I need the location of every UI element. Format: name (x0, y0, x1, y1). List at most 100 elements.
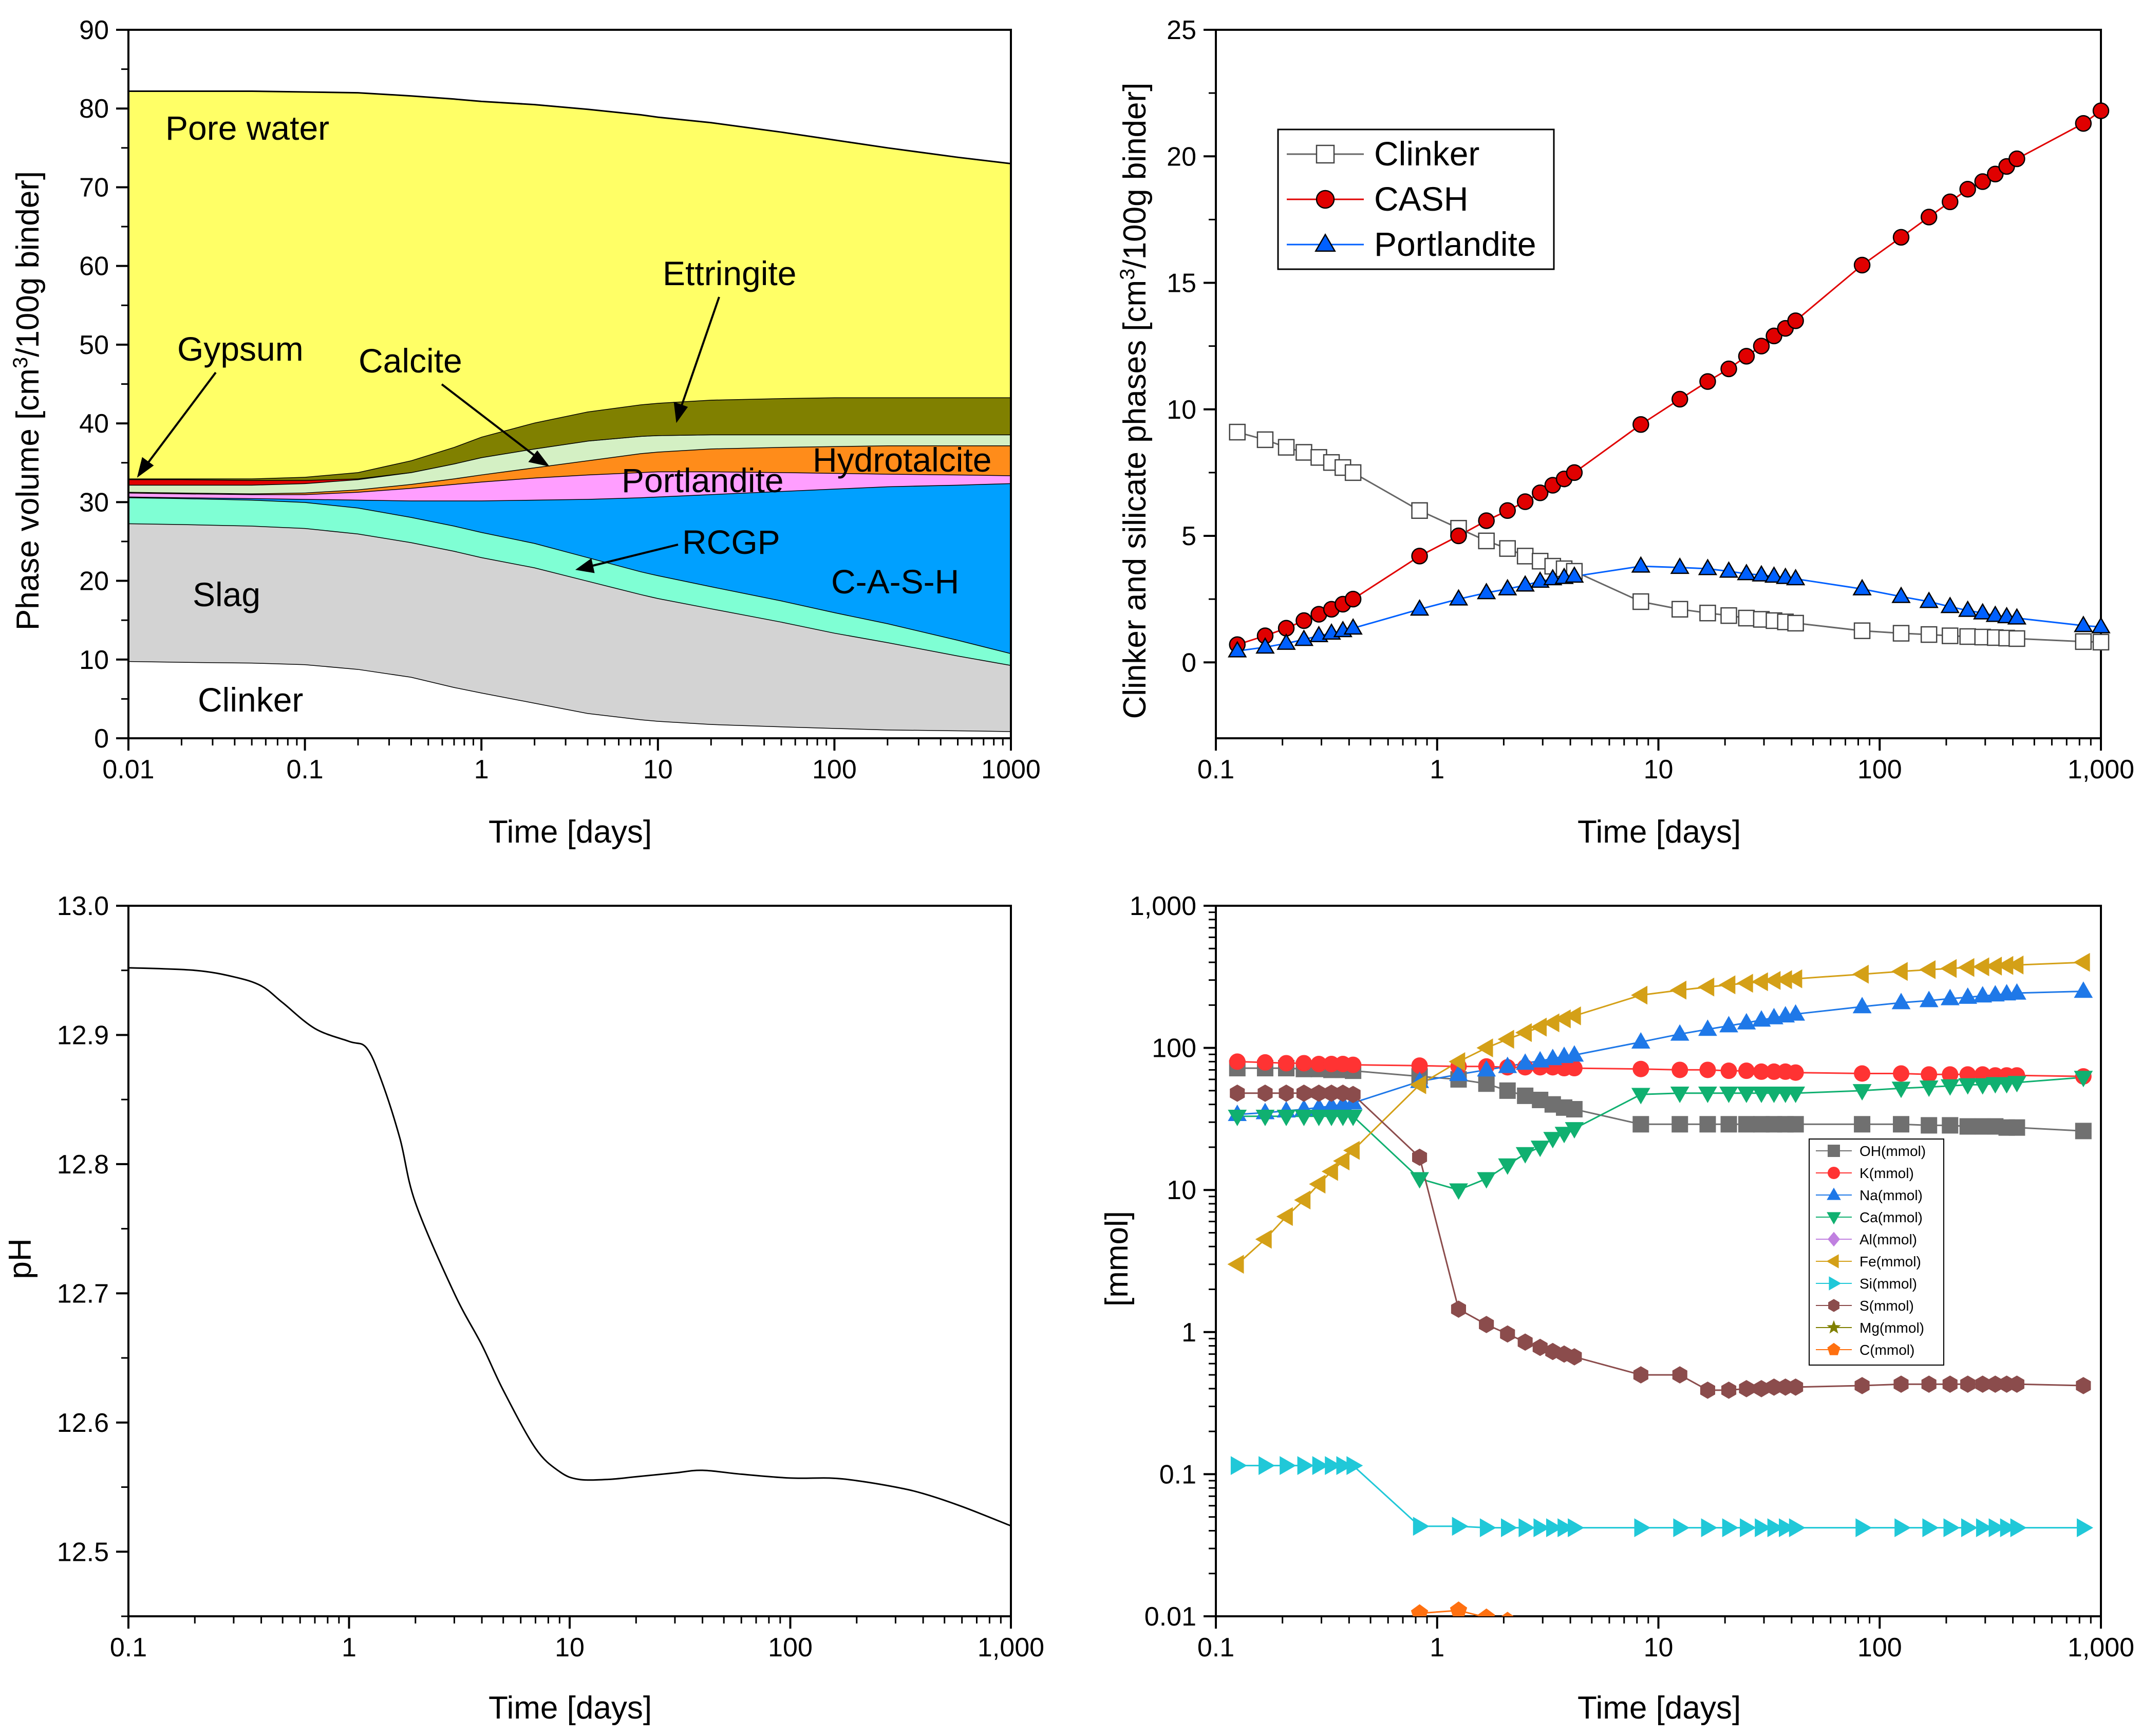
point-s-mmol (1345, 1086, 1361, 1104)
y-tick-label: 100 (1152, 1034, 1196, 1063)
point-si-mmol (1452, 1517, 1469, 1536)
point-si-mmol (1546, 1518, 1563, 1537)
point-s-mmol (1545, 1342, 1561, 1360)
point-portlandite (1852, 578, 1872, 595)
point-s-mmol (1532, 1338, 1548, 1356)
y-tick-label: 0.01 (1144, 1602, 1196, 1632)
point-ca-mmol (1891, 1081, 1911, 1098)
y-tick-label: 1,000 (1130, 891, 1196, 921)
point-fe-mmol (1719, 975, 1736, 995)
point-portlandite (1698, 558, 1718, 575)
point-s-mmol (1517, 1333, 1533, 1351)
point-k-mmol (1323, 1055, 1340, 1072)
br-legend-si: Si(mmol) (1860, 1276, 1917, 1292)
point-clinker (1229, 423, 1246, 441)
point-portlandite (1940, 596, 1960, 613)
point-clinker (2092, 633, 2110, 651)
point-s-mmol (1567, 1348, 1582, 1366)
point-s-mmol (2076, 1377, 2091, 1394)
point-s-mmol (1754, 1380, 1769, 1397)
point-na-mmol (1477, 1060, 1496, 1077)
area-c-a-s-h (128, 483, 1011, 654)
point-cash (1959, 181, 1976, 198)
br-xlabel: Time [days] (1577, 1690, 1741, 1726)
point-si-mmol (1312, 1456, 1329, 1475)
point-s-mmol (1230, 1085, 1245, 1102)
point-clinker (1738, 609, 1755, 627)
br-frame (1215, 905, 2102, 1617)
point-si-mmol (1740, 1518, 1757, 1537)
point-fe-mmol (1309, 1174, 1326, 1194)
legend-marker-k-mmol (1828, 1167, 1840, 1179)
point-fe-mmol (1530, 1017, 1547, 1037)
point-cash (1920, 209, 1938, 226)
y-tick-label: 80 (79, 94, 109, 124)
point-fe-mmol (1852, 964, 1869, 984)
legend-marker-si-mmol (1829, 1276, 1842, 1291)
point-si-mmol (1568, 1518, 1585, 1537)
point-fe-mmol (1940, 959, 1957, 978)
bl-frame (127, 905, 1012, 1617)
point-portlandite (1919, 591, 1939, 608)
panel-clinker-silicate: 0.1 1 10 100 1,000 0 5 10 15 20 25 Clinker CASH Po… (1116, 15, 2134, 850)
y-tick-label: 60 (79, 252, 109, 282)
tl-ticks: 0.01 0.1 1 10 100 1000 0 10 20 30 40 50 60 70 80 90 (79, 15, 1041, 785)
tl-ylabel: Phase volume [cm3/100g binder] (9, 171, 46, 630)
point-si-mmol (1280, 1456, 1297, 1475)
point-ca-mmol (1852, 1084, 1872, 1101)
label-rcgp: RCGP (682, 523, 780, 561)
legend-marker-c-mmol (1827, 1342, 1840, 1355)
point-si-mmol (2000, 1518, 2017, 1537)
point-c-mmol (1477, 1608, 1495, 1616)
point-fe-mmol (1958, 958, 1975, 977)
point-oh-mmol (1892, 1116, 1909, 1133)
bl-xlabel: Time [days] (489, 1690, 652, 1726)
br-series (1227, 953, 2093, 1616)
point-s-mmol (1700, 1382, 1715, 1399)
point-fe-mmol (1891, 962, 1908, 981)
legend-marker-clinker (1316, 144, 1335, 164)
area-slag (128, 523, 1011, 732)
point-clinker (1787, 614, 1804, 632)
point-portlandite (1786, 568, 1806, 586)
point-fe-mmol (1515, 1023, 1532, 1042)
point-ca-mmol (1294, 1110, 1313, 1126)
point-k-mmol (1566, 1060, 1583, 1077)
point-cash (1671, 390, 1688, 408)
point-na-mmol (1852, 997, 1872, 1014)
point-na-mmol (1698, 1019, 1717, 1036)
point-k-mmol (1256, 1054, 1273, 1071)
br-legend: OH(mmol) K(mmol) Na(mmol) Ca(mmol) Al(mm… (1809, 1138, 1944, 1366)
point-cash (2075, 115, 2092, 132)
point-clinker (2008, 630, 2025, 647)
arrow-rcgp (590, 544, 679, 567)
point-portlandite (1228, 641, 1247, 658)
point-clinker (1295, 444, 1312, 461)
point-si-mmol (1557, 1518, 1574, 1537)
y-tick-label: 90 (79, 15, 109, 45)
point-si-mmol (2077, 1518, 2093, 1537)
point-portlandite (1752, 565, 1771, 582)
point-si-mmol (1325, 1456, 1342, 1475)
point-portlandite (1410, 599, 1430, 616)
point-ca-mmol (1530, 1141, 1550, 1158)
point-na-mmol (2074, 981, 2093, 998)
point-k-mmol (1787, 1064, 1804, 1081)
point-k-mmol (1699, 1061, 1716, 1078)
point-na-mmol (1973, 986, 1993, 1003)
x-tick-label: 10 (1644, 755, 1674, 785)
point-fe-mmol (1670, 980, 1686, 1000)
point-portlandite (1631, 556, 1650, 573)
point-c-mmol (1450, 1601, 1468, 1616)
point-oh-mmol (1566, 1101, 1583, 1118)
bl-frame-border (127, 905, 1012, 1617)
tr-legend-portlandite: Portlandite (1374, 225, 1536, 263)
point-cash (1974, 173, 1991, 190)
point-si-mmol (1779, 1518, 1795, 1537)
point-s-mmol (1987, 1375, 2003, 1393)
y-tick-label: 12.5 (57, 1537, 109, 1567)
point-si-mmol (1789, 1518, 1806, 1537)
point-ca-mmol (1255, 1110, 1275, 1126)
